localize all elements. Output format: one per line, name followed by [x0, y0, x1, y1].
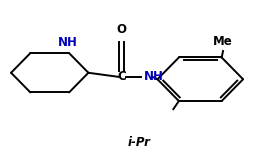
Text: C: C	[117, 70, 126, 83]
Text: NH: NH	[144, 70, 163, 83]
Text: Me: Me	[213, 35, 233, 48]
Text: i-Pr: i-Pr	[128, 136, 151, 149]
Text: NH: NH	[58, 36, 78, 49]
Text: O: O	[117, 23, 127, 36]
